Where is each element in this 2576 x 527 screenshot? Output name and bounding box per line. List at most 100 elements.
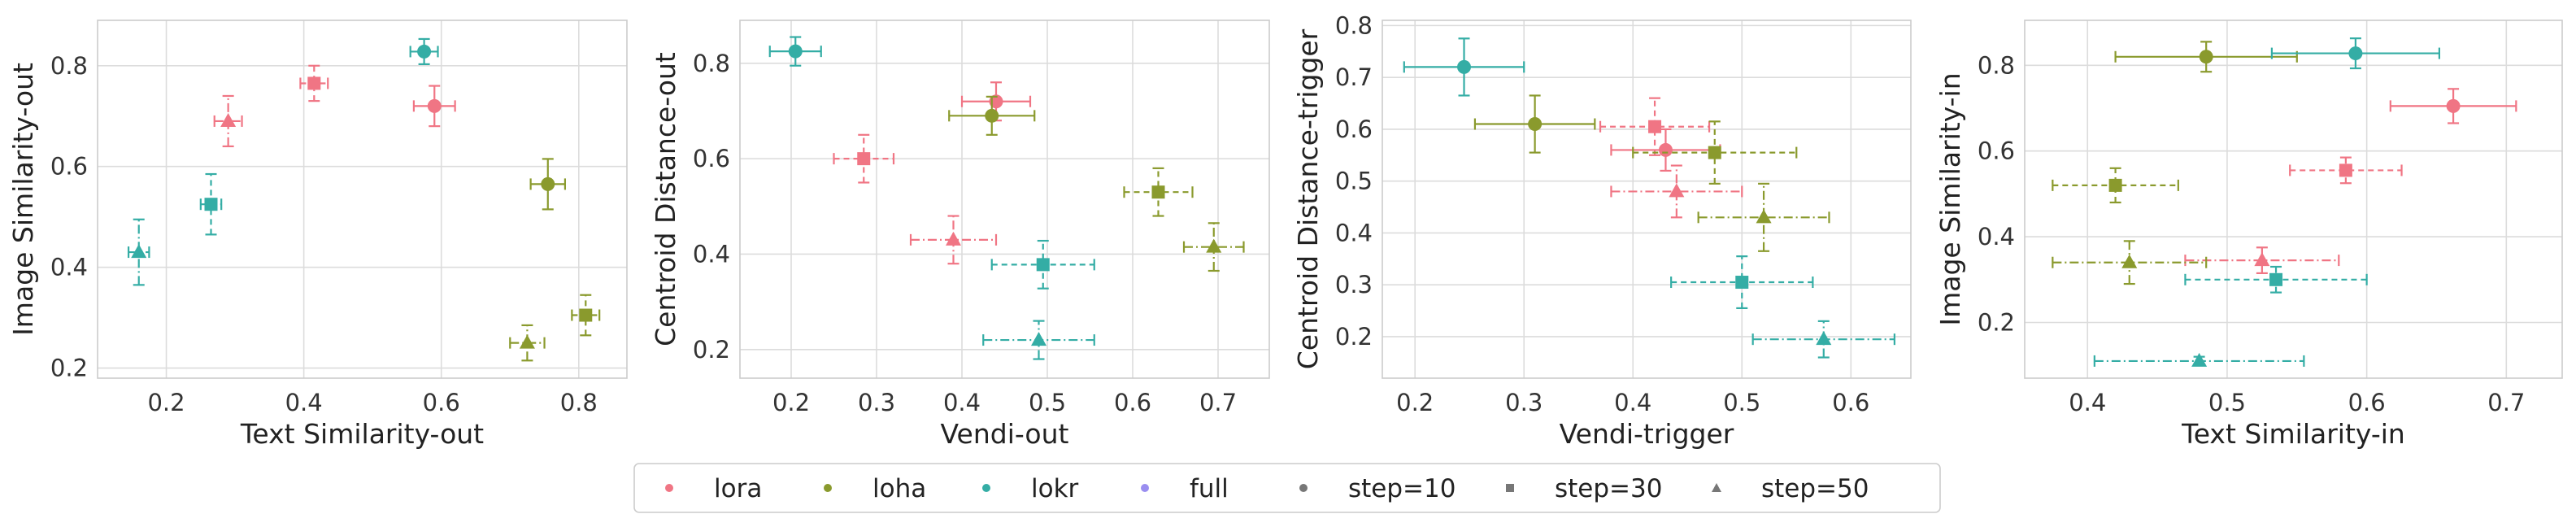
marker-triangle (1031, 332, 1046, 346)
data-point-lora-step30 (299, 64, 329, 102)
legend-label: lora (714, 474, 762, 503)
plot-frame (739, 20, 1270, 379)
legend-label: step=50 (1761, 474, 1869, 503)
legend-marker-circle (1141, 484, 1149, 492)
legend-marker-triangle (1712, 483, 1721, 492)
data-point-lora-step50 (213, 94, 243, 148)
marker-square (1036, 258, 1050, 272)
y-tick-label: 0.4 (1978, 223, 2015, 250)
x-tick-label: 0.8 (560, 389, 598, 416)
x-tick-label: 0.4 (943, 389, 981, 416)
data-point-lokr-step30 (2184, 265, 2368, 294)
chart-panel-4: 0.4 0.5 0.6 0.7 0.2 0.4 0.6 0.8 Text Similarity-… (1934, 20, 2563, 450)
plot-frame (97, 20, 628, 379)
legend: lora loha lokr full step=10 step=30 step=50 (633, 463, 1941, 513)
data-point-loha-step50 (1697, 182, 1830, 252)
marker-square (2269, 272, 2283, 286)
data-point-loha-step30 (2052, 167, 2179, 204)
marker-square (307, 76, 321, 90)
data-point-lora-step30 (2289, 156, 2403, 185)
data-point-lokr-step50 (127, 218, 150, 286)
x-tick-label: 0.6 (1832, 389, 1869, 416)
marker-circle (1457, 59, 1472, 74)
marker-circle (1658, 142, 1673, 157)
y-tick-label: 0.7 (1335, 63, 1373, 91)
x-tick-label: 0.7 (1199, 389, 1237, 416)
marker-square (1151, 185, 1165, 199)
data-point-lora-step30 (1599, 97, 1711, 156)
data-point-loha-step50 (509, 324, 546, 362)
plot-area (98, 20, 627, 378)
data-point-lokr-step50 (2093, 352, 2305, 367)
y-tick-label: 0.3 (1335, 271, 1373, 298)
marker-triangle (220, 112, 237, 127)
x-axis-label: Vendi-out (941, 418, 1069, 450)
marker-triangle (2254, 252, 2270, 267)
data-point-lora-step10 (2389, 88, 2517, 124)
marker-circle (417, 44, 432, 59)
x-tick-label: 0.3 (1505, 389, 1543, 416)
plot-frame (1382, 20, 1912, 379)
legend-marker-circle (1299, 484, 1308, 492)
plot-area (1382, 20, 1911, 378)
marker-circle (985, 108, 999, 123)
y-tick-label: 0.4 (1335, 219, 1373, 246)
data-point-lora-step30 (833, 133, 895, 184)
y-axis-label: Image Similarity-out (7, 63, 39, 336)
x-axis-label: Vendi-trigger (1560, 418, 1734, 450)
marker-square (2339, 163, 2352, 177)
legend-label: lokr (1031, 474, 1079, 503)
marker-triangle (131, 244, 147, 259)
chart-panel-1: 0.2 0.4 0.6 0.8 0.2 0.4 0.6 0.8 Text Similarity-… (7, 20, 628, 450)
data-point-loha-step50 (1182, 222, 1245, 272)
legend-label: full (1190, 474, 1229, 503)
marker-circle (788, 44, 803, 59)
data-point-lokr-step10 (768, 36, 822, 67)
y-tick-label: 0.6 (1335, 115, 1373, 143)
plot-area (2025, 20, 2562, 378)
y-tick-label: 0.8 (1978, 51, 2015, 79)
chart-panel-2: 0.2 0.3 0.4 0.5 0.6 0.7 0.2 0.4 0.6 0.8 Vendi-out C… (650, 20, 1270, 450)
marker-square (204, 198, 218, 211)
x-tick-label: 0.7 (2487, 389, 2525, 416)
legend-item-full: full (1141, 474, 1229, 503)
data-point-loha-step30 (1632, 120, 1798, 185)
x-tick-label: 0.2 (147, 389, 185, 416)
data-point-lokr-step10 (409, 37, 439, 66)
data-point-loha-step30 (1123, 167, 1194, 217)
data-point-lokr-step30 (990, 239, 1095, 290)
data-point-lokr-step50 (1751, 320, 1895, 359)
chart-panel-3: 0.2 0.3 0.4 0.5 0.6 0.2 0.3 0.4 0.5 0.6 0.7 0.8 Vend… (1292, 11, 1912, 450)
y-tick-label: 0.5 (1335, 168, 1373, 195)
legend-marker-square (1506, 484, 1514, 492)
x-axis-label: Text Similarity-out (240, 418, 484, 450)
legend-label: step=10 (1348, 474, 1456, 503)
legend-item-lora: lora (665, 474, 762, 503)
marker-triangle (1756, 209, 1772, 224)
y-tick-label: 0.8 (50, 52, 88, 80)
y-tick-label: 0.2 (1335, 323, 1373, 351)
x-tick-label: 0.6 (2348, 389, 2386, 416)
y-tick-label: 0.6 (693, 145, 730, 172)
data-point-lora-step50 (1610, 164, 1743, 219)
data-point-lokr-step30 (1670, 255, 1814, 310)
data-point-loha-step10 (2114, 41, 2298, 73)
plot-area (740, 20, 1269, 378)
legend-marker-circle (665, 484, 673, 492)
legend-marker-circle (982, 484, 990, 492)
y-tick-label: 0.8 (1335, 11, 1373, 39)
x-tick-label: 0.3 (858, 389, 895, 416)
data-point-lora-step50 (909, 215, 998, 265)
marker-circle (2348, 46, 2363, 61)
marker-square (1735, 276, 1749, 290)
x-tick-label: 0.4 (1614, 389, 1651, 416)
data-point-loha-step50 (2052, 240, 2208, 285)
data-point-loha-step10 (529, 158, 567, 211)
y-tick-label: 0.2 (693, 336, 730, 364)
x-tick-label: 0.6 (423, 389, 460, 416)
legend-item-lokr: lokr (982, 474, 1079, 503)
x-tick-label: 0.4 (2069, 389, 2106, 416)
x-tick-label: 0.2 (1396, 389, 1434, 416)
marker-triangle (519, 334, 535, 349)
